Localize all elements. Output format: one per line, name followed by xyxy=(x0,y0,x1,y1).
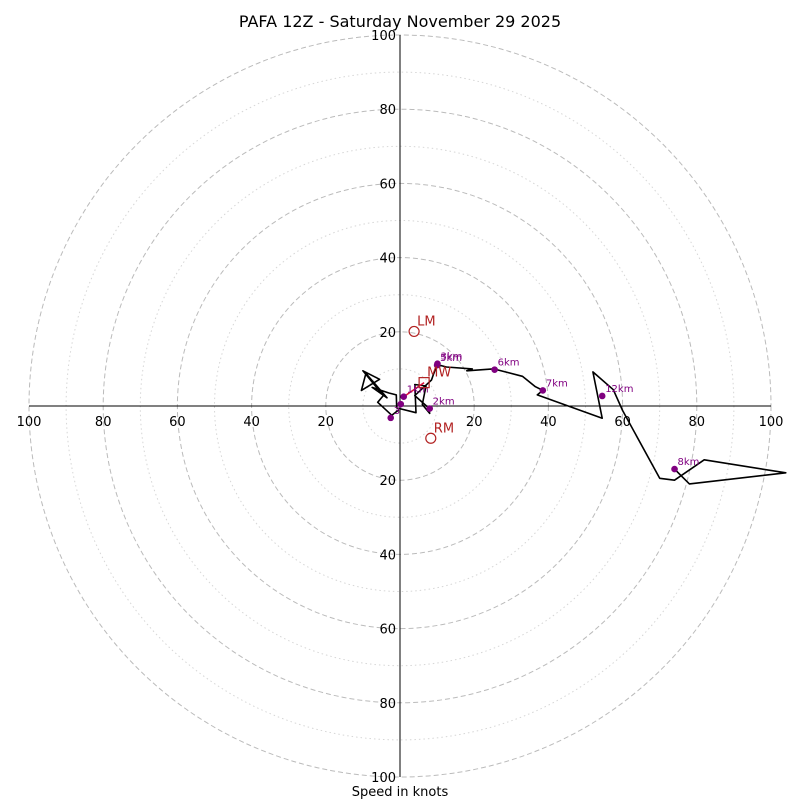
tick-right-100: 100 xyxy=(759,415,784,430)
marker-label-4km: 3km xyxy=(440,352,462,363)
marker-6km xyxy=(491,366,498,373)
marker-label-7km: 7km xyxy=(546,378,568,389)
chart-title: PAFA 12Z - Saturday November 29 2025 xyxy=(239,12,561,31)
marker-3km xyxy=(387,414,395,422)
tick-right-40: 40 xyxy=(540,415,557,430)
tick-right-20: 20 xyxy=(466,415,483,430)
marker-2km xyxy=(426,405,433,412)
tick-left-100: 100 xyxy=(17,415,42,430)
storm-marker-LM xyxy=(408,325,420,338)
storm-label-RM: RM xyxy=(434,421,454,436)
storm-label-LM: LM xyxy=(417,314,435,329)
marker-0km xyxy=(397,400,405,408)
marker-label-1km: 1km xyxy=(407,385,429,396)
tick-left-80: 80 xyxy=(95,415,112,430)
tick-left-40: 40 xyxy=(243,415,260,430)
tick-top-100: 100 xyxy=(371,29,396,44)
tick-top-80: 80 xyxy=(379,103,396,118)
storm-motion: LM RM MW xyxy=(408,314,454,444)
tick-top-40: 40 xyxy=(379,252,396,267)
marker-label-8km: 8km xyxy=(678,457,700,468)
marker-5km xyxy=(433,361,441,369)
tick-top-60: 60 xyxy=(379,177,396,192)
trace-line xyxy=(360,364,787,485)
tick-right-80: 80 xyxy=(689,415,706,430)
marker-label-5km: 5km xyxy=(440,353,462,364)
tick-bottom-20: 20 xyxy=(379,474,396,489)
storm-marker-RM xyxy=(425,432,437,444)
x-axis-label: Speed in knots xyxy=(352,785,449,800)
tick-left-20: 20 xyxy=(318,415,335,430)
shear-vector xyxy=(403,381,425,398)
tick-bottom-100: 100 xyxy=(371,771,396,786)
marker-7km xyxy=(539,387,547,394)
tick-bottom-60: 60 xyxy=(379,623,396,638)
storm-label-MW: MW xyxy=(427,366,451,381)
tick-bottom-40: 40 xyxy=(379,548,396,563)
tick-bottom-80: 80 xyxy=(379,697,396,712)
marker-label-2km: 2km xyxy=(433,397,455,408)
marker-1km xyxy=(400,393,408,401)
marker-label-3km: 3 xyxy=(394,406,400,417)
marker-8km xyxy=(671,465,678,473)
marker-12km xyxy=(598,392,606,400)
tick-left-60: 60 xyxy=(169,415,186,430)
tick-top-20: 20 xyxy=(379,326,396,341)
marker-label-6km: 6km xyxy=(498,358,520,369)
storm-marker-MW xyxy=(418,377,430,389)
hodograph-trace xyxy=(360,364,787,485)
marker-label-12km: 12km xyxy=(605,384,633,395)
